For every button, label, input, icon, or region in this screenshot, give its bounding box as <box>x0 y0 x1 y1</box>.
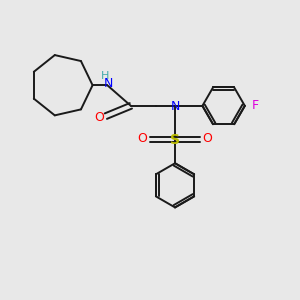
Text: N: N <box>170 100 180 113</box>
Text: F: F <box>251 99 258 112</box>
Text: S: S <box>170 133 180 147</box>
Text: N: N <box>104 77 113 90</box>
Text: H: H <box>101 71 109 81</box>
Text: O: O <box>202 132 212 145</box>
Text: O: O <box>138 132 148 145</box>
Text: O: O <box>94 111 104 124</box>
